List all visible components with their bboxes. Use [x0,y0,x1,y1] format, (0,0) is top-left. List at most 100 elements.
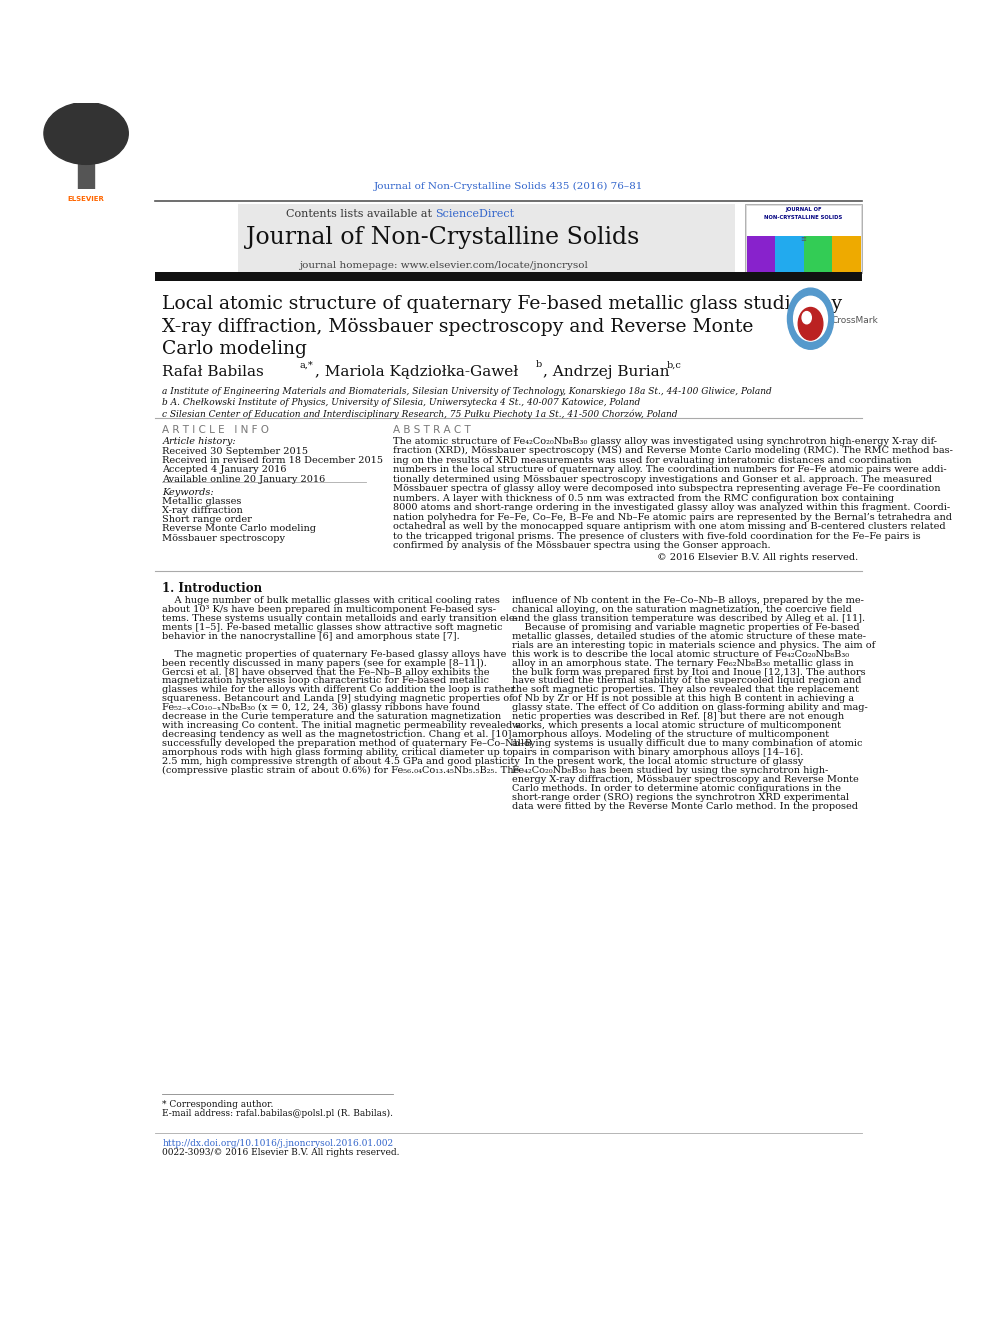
Text: ≡: ≡ [801,237,806,242]
Text: tionally determined using Mössbauer spectroscopy investigations and Gonser et al: tionally determined using Mössbauer spec… [393,475,932,484]
Text: influence of Nb content in the Fe–Co–Nb–B alloys, prepared by the me-: influence of Nb content in the Fe–Co–Nb–… [512,595,864,605]
Text: , Andrzej Burian: , Andrzej Burian [543,365,675,378]
Text: Rafał Babilas: Rafał Babilas [163,365,269,378]
Text: The magnetic properties of quaternary Fe-based glassy alloys have: The magnetic properties of quaternary Fe… [163,650,507,659]
Text: Received 30 September 2015: Received 30 September 2015 [163,447,309,456]
Text: Journal of Non-Crystalline Solids: Journal of Non-Crystalline Solids [246,226,640,249]
Text: with increasing Co content. The initial magnetic permeability revealed a: with increasing Co content. The initial … [163,721,522,730]
Text: * Corresponding author.: * Corresponding author. [163,1099,274,1109]
Text: pairs in comparison with binary amorphous alloys [14–16].: pairs in comparison with binary amorphou… [512,749,804,757]
Text: http://dx.doi.org/10.1016/j.jnoncrysol.2016.01.002: http://dx.doi.org/10.1016/j.jnoncrysol.2… [163,1139,394,1148]
Text: have studied the thermal stability of the supercooled liquid region and: have studied the thermal stability of th… [512,676,862,685]
Text: Contents lists available at: Contents lists available at [286,209,435,218]
Text: a Institute of Engineering Materials and Biomaterials, Silesian University of Te: a Institute of Engineering Materials and… [163,386,772,396]
Text: this work is to describe the local atomic structure of Fe₄₂Co₂₀Nb₈B₃₀: this work is to describe the local atomi… [512,650,849,659]
Text: 1. Introduction: 1. Introduction [163,582,263,594]
Text: the bulk form was prepared first by Itoi and Inoue [12,13]. The authors: the bulk form was prepared first by Itoi… [512,668,866,676]
Text: been recently discussed in many papers (see for example [8–11]).: been recently discussed in many papers (… [163,659,487,668]
Text: ing on the results of XRD measurements was used for evaluating interatomic dista: ing on the results of XRD measurements w… [393,456,912,464]
Text: short-range order (SRO) regions the synchrotron XRD experimental: short-range order (SRO) regions the sync… [512,792,849,802]
FancyBboxPatch shape [155,271,862,280]
Circle shape [788,288,833,349]
Text: Keywords:: Keywords: [163,488,214,497]
Text: squareness. Betancourt and Landa [9] studying magnetic properties of: squareness. Betancourt and Landa [9] stu… [163,695,513,704]
Text: Short range order: Short range order [163,515,252,524]
Text: of Nb by Zr or Hf is not possible at this high B content in achieving a: of Nb by Zr or Hf is not possible at thi… [512,695,854,704]
Text: A B S T R A C T: A B S T R A C T [393,425,471,435]
Text: Reverse Monte Carlo modeling: Reverse Monte Carlo modeling [163,524,316,533]
FancyBboxPatch shape [832,237,860,273]
Bar [78,159,94,189]
Ellipse shape [44,102,128,164]
Text: glassy state. The effect of Co addition on glass-forming ability and mag-: glassy state. The effect of Co addition … [512,704,868,712]
Text: Metallic glasses: Metallic glasses [163,497,242,505]
Text: Journal of Non-Crystalline Solids 435 (2016) 76–81: Journal of Non-Crystalline Solids 435 (2… [374,183,643,192]
Text: confirmed by analysis of the Mössbauer spectra using the Gonser approach.: confirmed by analysis of the Mössbauer s… [393,541,771,550]
Text: Local atomic structure of quaternary Fe-based metallic glass studied by: Local atomic structure of quaternary Fe-… [163,295,842,314]
Text: Mössbauer spectroscopy: Mössbauer spectroscopy [163,533,286,542]
Text: 2.5 mm, high compressive strength of about 4.5 GPa and good plasticity: 2.5 mm, high compressive strength of abo… [163,757,521,766]
Text: Mössbauer spectra of glassy alloy were decomposed into subspectra representing a: Mössbauer spectra of glassy alloy were d… [393,484,940,493]
Text: © 2016 Elsevier B.V. All rights reserved.: © 2016 Elsevier B.V. All rights reserved… [657,553,858,561]
Text: numbers. A layer with thickness of 0.5 nm was extracted from the RMC configurati: numbers. A layer with thickness of 0.5 n… [393,493,894,503]
Text: , Mariola Kądziołka-Gaweł: , Mariola Kądziołka-Gaweł [314,365,523,378]
Text: Accepted 4 January 2016: Accepted 4 January 2016 [163,466,287,475]
Text: energy X-ray diffraction, Mössbauer spectroscopy and Reverse Monte: energy X-ray diffraction, Mössbauer spec… [512,775,859,785]
Text: X-ray diffraction, Mössbauer spectroscopy and Reverse Monte: X-ray diffraction, Mössbauer spectroscop… [163,318,754,336]
Text: (compressive plastic strain of about 0.6%) for Fe₅₆.₀₄Co₁₃.₄₅Nb₅.₅B₂₅. The: (compressive plastic strain of about 0.6… [163,766,520,775]
Text: Fe₅₂₋ₓCo₁₀₋ₓNb₈B₃₀ (x = 0, 12, 24, 36) glassy ribbons have found: Fe₅₂₋ₓCo₁₀₋ₓNb₈B₃₀ (x = 0, 12, 24, 36) g… [163,704,480,713]
FancyBboxPatch shape [745,204,862,273]
Text: 8000 atoms and short-range ordering in the investigated glassy alloy was analyze: 8000 atoms and short-range ordering in t… [393,503,950,512]
Text: b: b [536,360,542,369]
Text: b,c: b,c [667,360,682,369]
Text: Carlo methods. In order to determine atomic configurations in the: Carlo methods. In order to determine ato… [512,785,841,792]
Text: about 10³ K/s have been prepared in multicomponent Fe-based sys-: about 10³ K/s have been prepared in mult… [163,605,496,614]
Text: glasses while for the alloys with different Co addition the loop is rather: glasses while for the alloys with differ… [163,685,516,695]
Text: ScienceDirect: ScienceDirect [435,209,515,218]
Text: b A. Chełkowski Institute of Physics, University of Silesia, Uniwersytecka 4 St.: b A. Chełkowski Institute of Physics, Un… [163,398,641,407]
Circle shape [799,307,822,340]
FancyBboxPatch shape [747,237,775,273]
Circle shape [794,296,827,341]
Text: octahedral as well by the monocapped square antiprism with one atom missing and : octahedral as well by the monocapped squ… [393,523,945,531]
Text: Article history:: Article history: [163,437,236,446]
Text: and the glass transition temperature was described by Alleg et al. [11].: and the glass transition temperature was… [512,614,865,623]
FancyBboxPatch shape [155,202,238,277]
Text: ments [1–5]. Fe-based metallic glasses show attractive soft magnetic: ments [1–5]. Fe-based metallic glasses s… [163,623,503,631]
Text: 0022-3093/© 2016 Elsevier B.V. All rights reserved.: 0022-3093/© 2016 Elsevier B.V. All right… [163,1148,400,1156]
Text: A huge number of bulk metallic glasses with critical cooling rates: A huge number of bulk metallic glasses w… [163,595,500,605]
FancyBboxPatch shape [747,205,860,237]
Text: rials are an interesting topic in materials science and physics. The aim of: rials are an interesting topic in materi… [512,640,876,650]
Text: decrease in the Curie temperature and the saturation magnetization: decrease in the Curie temperature and th… [163,712,502,721]
Text: A R T I C L E   I N F O: A R T I C L E I N F O [163,425,270,435]
Text: In the present work, the local atomic structure of glassy: In the present work, the local atomic st… [512,757,804,766]
Text: metallic glasses, detailed studies of the atomic structure of these mate-: metallic glasses, detailed studies of th… [512,631,866,640]
Text: JOURNAL OF: JOURNAL OF [786,206,822,212]
Text: CrossMark: CrossMark [831,316,878,325]
Text: Fe₄₂Co₂₀Nb₈B₃₀ has been studied by using the synchrotron high-: Fe₄₂Co₂₀Nb₈B₃₀ has been studied by using… [512,766,828,775]
FancyBboxPatch shape [804,237,832,273]
Text: chanical alloying, on the saturation magnetization, the coercive field: chanical alloying, on the saturation mag… [512,605,852,614]
Text: behavior in the nanocrystalline [6] and amorphous state [7].: behavior in the nanocrystalline [6] and … [163,631,460,640]
Text: amorphous alloys. Modeling of the structure of multicomponent: amorphous alloys. Modeling of the struct… [512,730,829,740]
Text: alloying systems is usually difficult due to many combination of atomic: alloying systems is usually difficult du… [512,740,863,749]
Text: the soft magnetic properties. They also revealed that the replacement: the soft magnetic properties. They also … [512,685,859,695]
Text: The atomic structure of Fe₄₂Co₂₀Nb₈B₃₀ glassy alloy was investigated using synch: The atomic structure of Fe₄₂Co₂₀Nb₈B₃₀ g… [393,437,937,446]
Text: Gercsi et al. [8] have observed that the Fe–Nb–B alloy exhibits the: Gercsi et al. [8] have observed that the… [163,668,490,676]
Text: numbers in the local structure of quaternary alloy. The coordination numbers for: numbers in the local structure of quater… [393,466,946,474]
Text: successfully developed the preparation method of quaternary Fe–Co–Nb–B: successfully developed the preparation m… [163,740,533,749]
Text: Available online 20 January 2016: Available online 20 January 2016 [163,475,325,484]
Text: to the tricapped trigonal prisms. The presence of clusters with five-fold coordi: to the tricapped trigonal prisms. The pr… [393,532,921,541]
FancyBboxPatch shape [775,237,804,273]
Text: fraction (XRD), Mössbauer spectroscopy (MS) and Reverse Monte Carlo modeling (RM: fraction (XRD), Mössbauer spectroscopy (… [393,446,953,455]
Text: Carlo modeling: Carlo modeling [163,340,308,359]
Text: alloy in an amorphous state. The ternary Fe₆₂Nb₈B₃₀ metallic glass in: alloy in an amorphous state. The ternary… [512,659,854,668]
Text: journal homepage: www.elsevier.com/locate/jnoncrysol: journal homepage: www.elsevier.com/locat… [299,261,587,270]
Text: NON-CRYSTALLINE SOLIDS: NON-CRYSTALLINE SOLIDS [765,214,843,220]
Text: works, which presents a local atomic structure of multicomponent: works, which presents a local atomic str… [512,721,841,730]
Text: ELSEVIER: ELSEVIER [67,196,104,202]
Text: amorphous rods with high glass forming ability, critical diameter up to: amorphous rods with high glass forming a… [163,749,513,757]
Text: Received in revised form 18 December 2015: Received in revised form 18 December 201… [163,456,384,466]
Text: nation polyhedra for Fe–Fe, Co–Fe, B–Fe and Nb–Fe atomic pairs are represented b: nation polyhedra for Fe–Fe, Co–Fe, B–Fe … [393,512,952,521]
Text: tems. These systems usually contain metalloids and early transition ele-: tems. These systems usually contain meta… [163,614,518,623]
